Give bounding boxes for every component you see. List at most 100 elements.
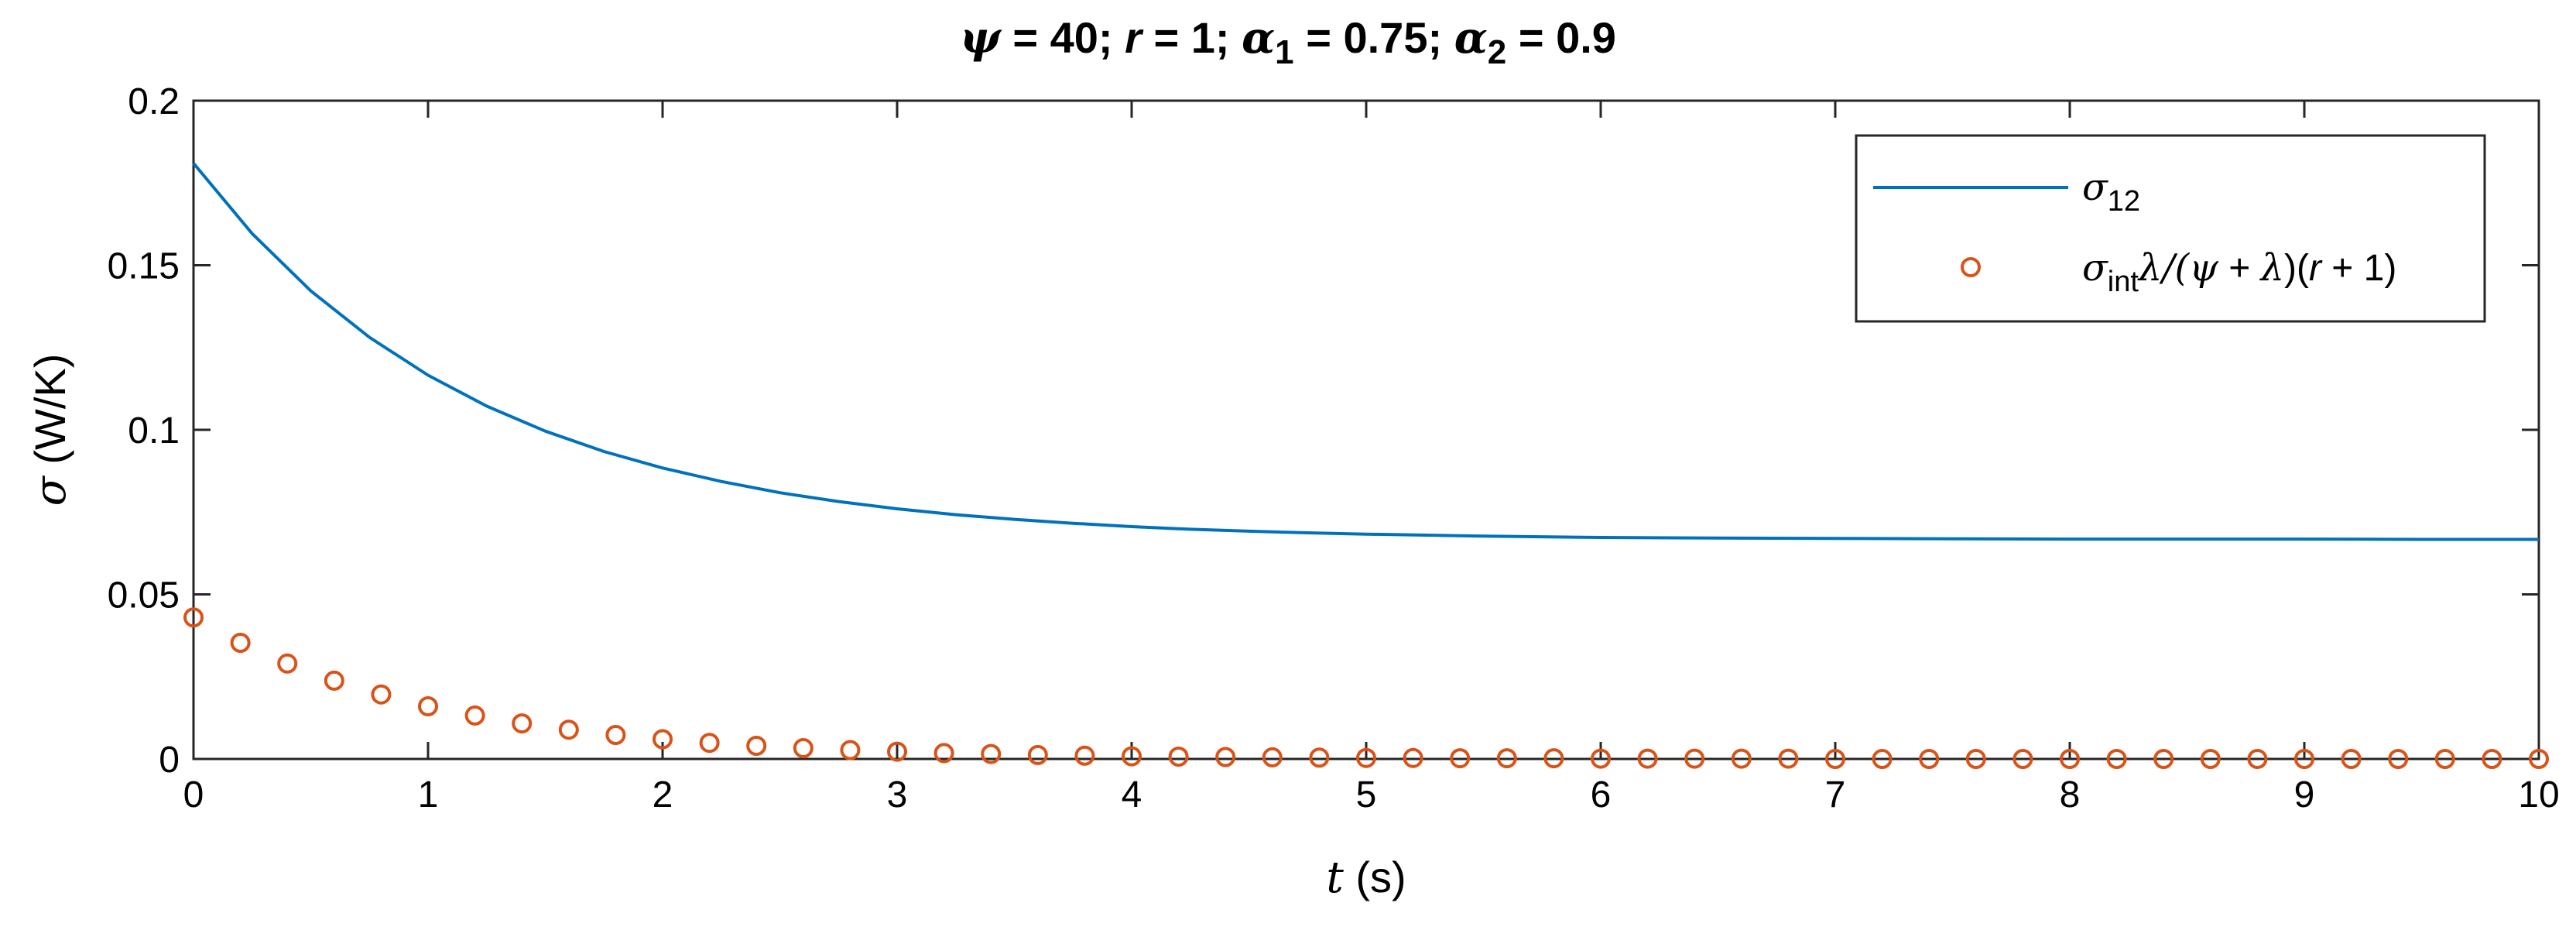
- data-point-sigma-int: [2153, 749, 2174, 769]
- data-point-sigma-int: [1074, 745, 1095, 766]
- data-point-sigma-int: [1450, 748, 1471, 769]
- data-point-sigma-int: [1027, 744, 1048, 765]
- data-point-sigma-int: [653, 729, 673, 750]
- title-r-value: = 1;: [1142, 13, 1242, 62]
- y-tick-label: 0.1: [128, 410, 180, 451]
- data-point-sigma-int: [418, 696, 438, 716]
- data-point-sigma-int: [887, 741, 907, 762]
- data-point-sigma-int: [1262, 747, 1283, 767]
- data-point-sigma-int: [2106, 749, 2127, 769]
- legend-box: [1855, 134, 2486, 323]
- x-tick-label: 2: [653, 774, 673, 815]
- legend-sigmaint-subscript: int: [2108, 266, 2139, 298]
- title-r-symbol: r: [1125, 13, 1144, 62]
- x-tick-label: 6: [1591, 774, 1612, 815]
- legend-paren: )(: [2284, 248, 2309, 289]
- y-tick-label: 0.05: [108, 575, 180, 616]
- data-point-sigma-int: [699, 733, 720, 754]
- y-tick-label: 0: [159, 740, 180, 781]
- data-point-sigma-int: [2434, 749, 2455, 769]
- data-point-sigma-int: [2482, 749, 2502, 769]
- title-alpha1-subscript: 1: [1275, 33, 1293, 71]
- data-point-sigma-int: [230, 633, 251, 653]
- x-axis-var: t: [1326, 853, 1344, 903]
- data-point-sigma-int: [1684, 748, 1705, 769]
- x-tick-label: 7: [1825, 774, 1846, 815]
- data-point-sigma-int: [2060, 749, 2080, 769]
- data-point-sigma-int: [1731, 748, 1752, 769]
- data-point-sigma-int: [840, 740, 861, 760]
- legend-plus-one: + 1): [2321, 248, 2396, 289]
- data-point-sigma-int: [2012, 749, 2033, 769]
- title-alpha1-symbol: α: [1242, 12, 1275, 64]
- title-alpha1-value: = 0.75;: [1294, 13, 1454, 62]
- x-tick-label: 3: [887, 774, 908, 815]
- series-line-sigma12: [192, 162, 2539, 541]
- x-axis-label: t (s): [1326, 853, 1406, 903]
- series-line-group: [192, 162, 2539, 541]
- title-alpha2-value: = 0.9: [1506, 13, 1616, 62]
- y-tick-label: 0.2: [128, 81, 180, 122]
- x-axis-unit: (s): [1344, 853, 1406, 901]
- x-tick-label: 5: [1356, 774, 1377, 815]
- data-point-sigma-int: [324, 670, 344, 691]
- x-tick-label: 1: [418, 774, 439, 815]
- y-tick-label: 0.15: [108, 246, 180, 287]
- legend-sigma12-symbol: σ: [2082, 166, 2108, 209]
- data-point-sigma-int: [793, 738, 814, 758]
- data-point-sigma-int: [1496, 748, 1517, 769]
- legend: σ12 σintλ/(ψ + λ)(r + 1): [1855, 134, 2486, 323]
- y-axis-unit: (W/K): [26, 354, 74, 477]
- legend-entry-sigma-int: σintλ/(ψ + λ)(r + 1): [2082, 246, 2396, 298]
- data-point-sigma-int: [512, 713, 533, 734]
- legend-marker-swatch: [1961, 257, 1981, 277]
- y-axis-label: σ (W/K): [26, 354, 76, 506]
- data-point-sigma-int: [2200, 749, 2221, 769]
- data-point-sigma-int: [558, 719, 579, 740]
- data-point-sigma-int: [1168, 747, 1189, 767]
- data-point-sigma-int: [1215, 747, 1236, 767]
- data-point-sigma-int: [2294, 749, 2314, 769]
- data-point-sigma-int: [1637, 748, 1658, 769]
- title-alpha2-subscript: 2: [1488, 33, 1506, 71]
- x-tick-label: 4: [1122, 774, 1142, 815]
- legend-psi-symbol: ψ: [2189, 246, 2219, 290]
- legend-entry-sigma12: σ12: [2082, 166, 2140, 218]
- data-point-sigma-int: [1825, 749, 1845, 769]
- data-point-sigma-int: [746, 736, 767, 756]
- title-alpha2-symbol: α: [1454, 12, 1488, 64]
- legend-sigmaint-symbol: σ: [2082, 246, 2108, 290]
- data-point-sigma-int: [1403, 747, 1423, 768]
- data-point-sigma-int: [933, 743, 954, 764]
- data-point-sigma-int: [2341, 749, 2362, 769]
- x-tick-label: 8: [2060, 774, 2081, 815]
- data-point-sigma-int: [2247, 749, 2268, 769]
- y-axis-var: σ: [26, 475, 76, 506]
- data-point-sigma-int: [1543, 748, 1564, 769]
- title-psi-symbol: ψ: [960, 12, 1002, 64]
- data-point-sigma-int: [2388, 749, 2409, 769]
- data-point-sigma-int: [1122, 746, 1142, 767]
- data-point-sigma-int: [464, 705, 485, 726]
- data-point-sigma-int: [605, 725, 626, 745]
- x-tick-label: 9: [2294, 774, 2315, 815]
- data-point-sigma-int: [1965, 749, 1986, 769]
- data-point-sigma-int: [1356, 747, 1376, 768]
- legend-r-symbol: r: [2309, 248, 2323, 289]
- data-point-sigma-int: [183, 607, 204, 628]
- legend-sigma12-subscript: 12: [2108, 185, 2140, 218]
- data-point-sigma-int: [1919, 749, 1940, 769]
- legend-lambda-symbol: λ/(: [2137, 246, 2191, 290]
- series-markers-group: [183, 607, 2549, 769]
- data-point-sigma-int: [981, 743, 1002, 764]
- data-point-sigma-int: [1309, 747, 1330, 768]
- data-point-sigma-int: [2529, 749, 2549, 769]
- data-point-sigma-int: [1591, 748, 1611, 769]
- data-point-sigma-int: [1872, 749, 1893, 769]
- legend-plus: +: [2218, 248, 2261, 289]
- x-tick-label: 10: [2518, 774, 2559, 815]
- data-point-sigma-int: [1778, 748, 1799, 769]
- title-psi-value: = 40;: [1001, 13, 1125, 62]
